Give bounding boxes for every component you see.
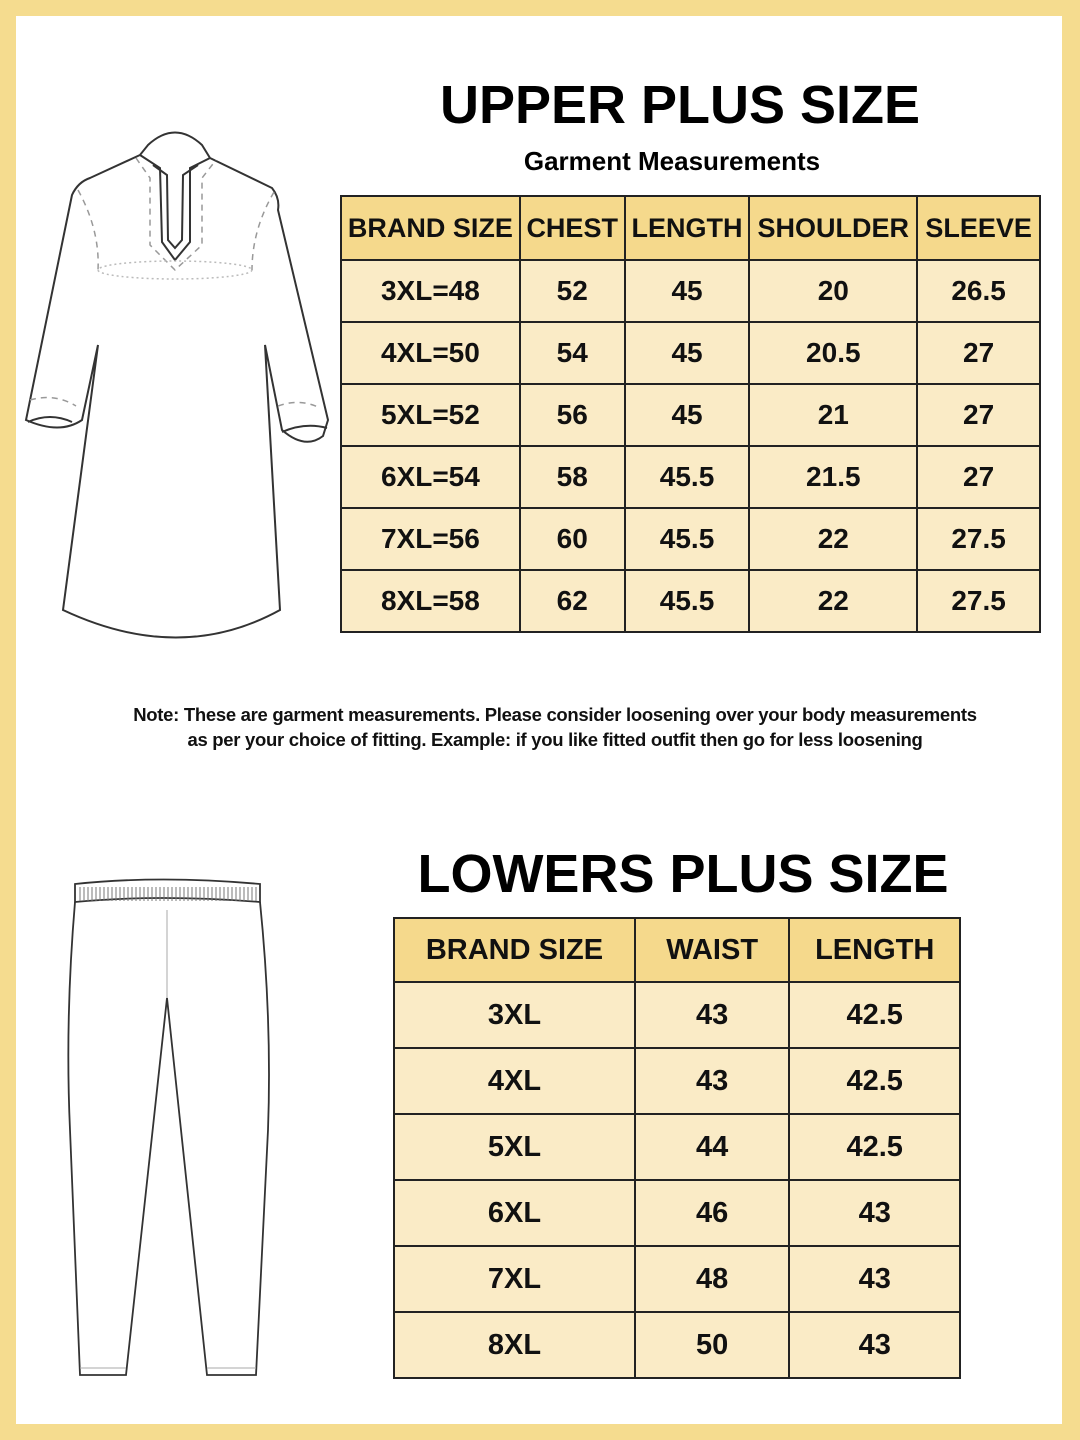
pants-illustration: [67, 878, 270, 1376]
measurement-cell: 27.5: [916, 507, 1041, 571]
measurement-cell: 22: [748, 569, 919, 633]
measurement-cell: 45: [623, 383, 751, 447]
table-row: 7XL 48 43: [393, 1245, 961, 1313]
upper-size-table: BRAND SIZE CHEST LENGTH SHOULDER SLEEVE …: [340, 195, 1041, 633]
size-cell: 4XL=50: [340, 321, 521, 385]
measurement-cell: 27: [916, 383, 1041, 447]
measurement-cell: 45: [623, 321, 751, 385]
table-row: 4XL 43 42.5: [393, 1047, 961, 1115]
measurement-cell: 43: [788, 1179, 961, 1247]
measurement-cell: 27: [916, 445, 1041, 509]
table-row: 3XL 43 42.5: [393, 981, 961, 1049]
measurement-cell: 42.5: [788, 1113, 961, 1181]
measurement-cell: 48: [633, 1245, 791, 1313]
measurement-cell: 26.5: [916, 259, 1041, 323]
size-cell: 5XL=52: [340, 383, 521, 447]
table-row: 4XL=50 54 45 20.5 27: [340, 321, 1041, 385]
measurement-cell: 21.5: [748, 445, 919, 509]
size-cell: 8XL=58: [340, 569, 521, 633]
measurement-cell: 43: [788, 1311, 961, 1379]
measurement-cell: 27: [916, 321, 1041, 385]
lowers-title: LOWERS PLUS SIZE: [417, 844, 949, 904]
size-cell: 4XL: [393, 1047, 636, 1115]
column-header: LENGTH: [788, 917, 961, 983]
column-header: SLEEVE: [916, 195, 1041, 261]
size-cell: 7XL: [393, 1245, 636, 1313]
measurement-note: Note: These are garment measurements. Pl…: [60, 702, 1050, 752]
measurement-cell: 46: [633, 1179, 791, 1247]
measurement-cell: 27.5: [916, 569, 1041, 633]
column-header: BRAND SIZE: [393, 917, 636, 983]
table-row: 7XL=56 60 45.5 22 27.5: [340, 507, 1041, 571]
measurement-cell: 43: [633, 981, 791, 1049]
upper-title: UPPER PLUS SIZE: [439, 75, 921, 135]
measurement-cell: 45.5: [623, 569, 751, 633]
upper-subtitle: Garment Measurements: [523, 146, 821, 176]
measurement-cell: 43: [788, 1245, 961, 1313]
measurement-cell: 62: [518, 569, 626, 633]
measurement-cell: 20.5: [748, 321, 919, 385]
table-row: 8XL 50 43: [393, 1311, 961, 1379]
measurement-cell: 60: [518, 507, 626, 571]
table-row: 6XL=54 58 45.5 21.5 27: [340, 445, 1041, 509]
table-row: 3XL=48 52 45 20 26.5: [340, 259, 1041, 323]
size-cell: 7XL=56: [340, 507, 521, 571]
measurement-cell: 58: [518, 445, 626, 509]
size-cell: 8XL: [393, 1311, 636, 1379]
measurement-cell: 20: [748, 259, 919, 323]
measurement-cell: 54: [518, 321, 626, 385]
note-line-2: as per your choice of fitting. Example: …: [187, 729, 923, 750]
size-cell: 6XL: [393, 1179, 636, 1247]
measurement-cell: 43: [633, 1047, 791, 1115]
measurement-cell: 42.5: [788, 1047, 961, 1115]
measurement-cell: 22: [748, 507, 919, 571]
size-cell: 3XL=48: [340, 259, 521, 323]
column-header: WAIST: [633, 917, 791, 983]
measurement-cell: 44: [633, 1113, 791, 1181]
measurement-cell: 52: [518, 259, 626, 323]
measurement-cell: 21: [748, 383, 919, 447]
measurement-cell: 42.5: [788, 981, 961, 1049]
measurement-cell: 45: [623, 259, 751, 323]
measurement-cell: 45.5: [623, 445, 751, 509]
measurement-cell: 50: [633, 1311, 791, 1379]
table-row: 8XL=58 62 45.5 22 27.5: [340, 569, 1041, 633]
table-row: 5XL 44 42.5: [393, 1113, 961, 1181]
column-header: BRAND SIZE: [340, 195, 521, 261]
measurement-cell: 56: [518, 383, 626, 447]
lowers-size-table: BRAND SIZE WAIST LENGTH 3XL 43 42.5 4XL 43 42…: [393, 917, 961, 1379]
measurement-cell: 45.5: [623, 507, 751, 571]
note-line-1: Note: These are garment measurements. Pl…: [133, 704, 977, 725]
size-cell: 3XL: [393, 981, 636, 1049]
column-header: SHOULDER: [748, 195, 919, 261]
column-header: LENGTH: [623, 195, 751, 261]
size-cell: 6XL=54: [340, 445, 521, 509]
kurta-illustration: [24, 131, 330, 639]
column-header: CHEST: [518, 195, 626, 261]
table-row: 5XL=52 56 45 21 27: [340, 383, 1041, 447]
size-cell: 5XL: [393, 1113, 636, 1181]
table-row: 6XL 46 43: [393, 1179, 961, 1247]
